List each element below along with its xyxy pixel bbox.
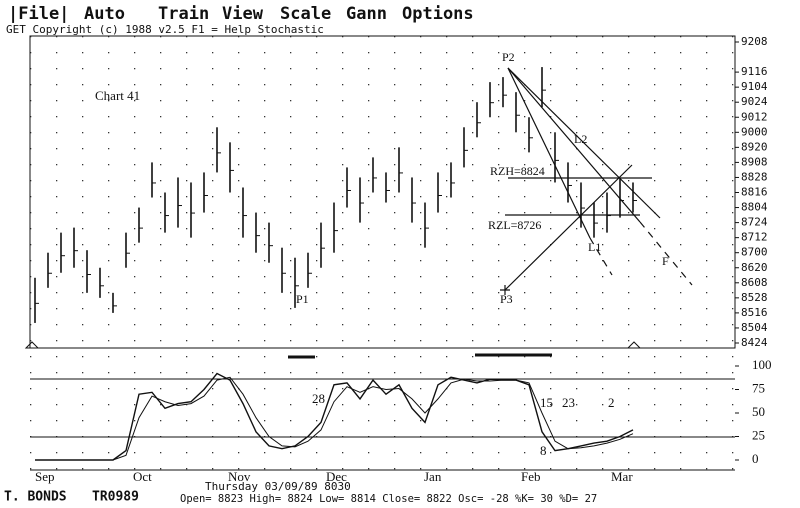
price-tick-label: 8908 <box>741 155 768 168</box>
price-tick-label: 8816 <box>741 186 768 199</box>
trend-line <box>507 67 641 223</box>
price-tick-label: 9104 <box>741 80 768 93</box>
price-tick-label: 9012 <box>741 110 768 123</box>
menu-scale[interactable]: Scale <box>280 4 331 24</box>
price-tick-label: 8724 <box>741 216 768 229</box>
menu-train[interactable]: Train <box>158 4 209 24</box>
price-tick-label: 8712 <box>741 231 768 244</box>
chart-title: Chart 41 <box>95 88 140 103</box>
menu-gann[interactable]: Gann <box>346 4 387 24</box>
trend-line <box>507 67 591 239</box>
month-label: Feb <box>521 469 541 484</box>
trend-lines <box>500 67 693 295</box>
trend-line <box>507 67 661 219</box>
osc-annotation: 23 <box>562 395 575 410</box>
month-label: Sep <box>35 469 55 484</box>
annotation: P2 <box>502 50 515 64</box>
header: GET Copyright (c) 1988 v2.5 F1 = Help St… <box>6 23 324 36</box>
osc-annotation: 15 <box>540 395 553 410</box>
price-tick-label: 8700 <box>741 246 768 259</box>
price-tick-label: 8920 <box>741 140 768 153</box>
pivot-cross <box>500 285 510 295</box>
osc-annotation: 28 <box>312 391 325 406</box>
price-panel <box>29 35 736 349</box>
osc-tick-label: 50 <box>752 404 765 419</box>
month-label: Oct <box>133 469 152 484</box>
month-label: Mar <box>611 469 633 484</box>
month-label: Dec <box>326 469 347 484</box>
price-tick-label: 8804 <box>741 201 768 214</box>
menu-view[interactable]: View <box>222 4 264 24</box>
price-tick-label: 8528 <box>741 291 768 304</box>
annotation: F <box>662 254 669 268</box>
annotation: P3 <box>500 292 513 306</box>
status-contract: TR0989 <box>92 490 139 505</box>
osc-line-d <box>35 376 634 461</box>
price-tick-label: 9024 <box>741 95 768 108</box>
osc-panel <box>30 354 735 470</box>
scroll-marker[interactable] <box>24 341 642 349</box>
osc-tick-label: 0 <box>752 451 759 466</box>
osc-tick-label: 25 <box>752 427 765 442</box>
month-label: Jan <box>424 469 442 484</box>
price-tick-label: 9208 <box>741 35 768 48</box>
price-tick-label: 9116 <box>741 65 768 78</box>
price-tick-label: 9000 <box>741 125 768 138</box>
price-tick-label: 8620 <box>741 261 768 274</box>
month-label: Nov <box>228 469 251 484</box>
trend-line <box>504 164 633 291</box>
price-tick-label: 8828 <box>741 170 768 183</box>
menu-auto[interactable]: Auto <box>84 4 125 24</box>
annotation: RZL=8726 <box>488 218 541 232</box>
trend-line <box>639 221 693 286</box>
menu-options[interactable]: Options <box>402 4 474 24</box>
status-date: Thursday 03/09/89 8030 <box>205 480 351 493</box>
osc-annotation: 8 <box>540 443 547 458</box>
status-quote: Open= 8823 High= 8824 Low= 8814 Close= 8… <box>180 493 597 505</box>
menu-file[interactable]: |File| <box>8 4 69 24</box>
osc-tick-label: 75 <box>752 380 765 395</box>
status-symbol: T. BONDS <box>4 490 67 505</box>
annotation: L1 <box>588 240 601 254</box>
annotation: RZH=8824 <box>490 164 545 178</box>
osc-annotation: 2 <box>608 395 615 410</box>
osc-line-k <box>35 372 634 461</box>
annotation: L2 <box>574 132 587 146</box>
osc-tick-label: 100 <box>752 357 772 372</box>
marks: 9208 9116 9104 9024 9012 9000 8920 8908 8828 8816… <box>4 35 772 505</box>
annotation: P1 <box>296 292 309 306</box>
price-tick-label: 8504 <box>741 321 768 334</box>
price-tick-label: 8424 <box>741 336 768 349</box>
price-tick-label: 8516 <box>741 306 768 319</box>
price-tick-label: 8608 <box>741 276 768 289</box>
